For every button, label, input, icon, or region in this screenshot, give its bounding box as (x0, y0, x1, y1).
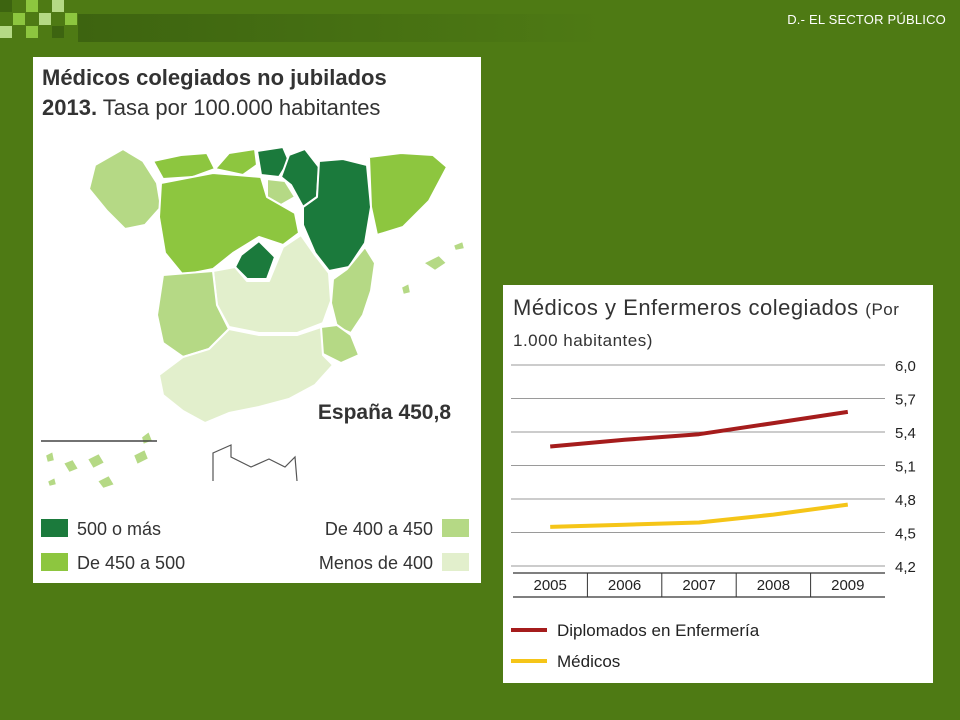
x-tick-label: 2007 (682, 577, 715, 594)
series-line (550, 409, 849, 449)
y-tick-label: 6,0 (895, 358, 916, 375)
line-chart: 6,0 5,7 5,4 5,1 4,8 4,5 4,2 2005 2006 2007 2008 200… (511, 358, 916, 671)
legend-swatch-under-400 (442, 553, 469, 571)
legend-label-400-450: De 400 a 450 (325, 519, 433, 539)
x-tick-label: 2008 (757, 577, 790, 594)
region-valencia (330, 246, 376, 334)
legend-label-under-400: Menos de 400 (319, 553, 433, 573)
line-chart-panel: Médicos y Enfermeros colegiados (Por 1.0… (503, 285, 933, 683)
region-aragon (302, 158, 372, 272)
top-bar (78, 14, 960, 42)
series-line (550, 502, 849, 529)
spain-total-label: España 450,8 (318, 401, 451, 424)
x-tick-label: 2006 (608, 577, 641, 594)
legend-swatch-450-500 (41, 553, 68, 571)
y-tick-label: 5,4 (895, 425, 916, 442)
x-tick-label: 2005 (534, 577, 567, 594)
legend-swatch-500-plus (41, 519, 68, 537)
chart-title-units: (Por 1.000 habitantes) (513, 300, 900, 350)
map-title: Médicos colegiados no jubilados 2013. Ta… (42, 63, 387, 123)
region-baleares (400, 240, 466, 296)
corner-decoration (0, 0, 77, 38)
y-tick-label: 4,5 (895, 526, 916, 543)
legend-swatch-400-450 (442, 519, 469, 537)
chart-title: Médicos y Enfermeros colegiados (Por 1.0… (513, 293, 933, 355)
ceuta-melilla-inset (212, 444, 298, 482)
legend-label-500-plus: 500 o más (77, 519, 161, 539)
region-andalucia (158, 326, 334, 424)
y-tick-label: 4,2 (895, 559, 916, 576)
region-castilla-leon (158, 172, 300, 276)
map-title-line1: Médicos colegiados no jubilados (42, 65, 387, 90)
region-cataluna (368, 152, 448, 236)
map-title-year: 2013. (42, 95, 98, 120)
chart-title-text: Médicos y Enfermeros colegiados (513, 295, 859, 320)
legend-label: Diplomados en Enfermería (557, 621, 760, 640)
map-title-rest: Tasa por 100.000 habitantes (102, 95, 381, 120)
x-tick-label: 2009 (831, 577, 864, 594)
y-tick-label: 4,8 (895, 492, 916, 509)
y-tick-label: 5,1 (895, 459, 916, 476)
spain-map: España 450,8 500 o más De 450 a 500 De 4… (41, 146, 469, 573)
legend-label: Médicos (557, 652, 620, 671)
region-castilla-la-mancha (212, 234, 332, 334)
map-panel: Médicos colegiados no jubilados 2013. Ta… (33, 57, 481, 583)
region-canarias (44, 430, 154, 490)
region-cantabria (214, 148, 258, 176)
legend-label-450-500: De 450 a 500 (77, 553, 185, 573)
region-galicia (88, 148, 162, 230)
y-tick-label: 5,7 (895, 392, 916, 409)
section-title: D.- EL SECTOR PÚBLICO (787, 12, 946, 27)
